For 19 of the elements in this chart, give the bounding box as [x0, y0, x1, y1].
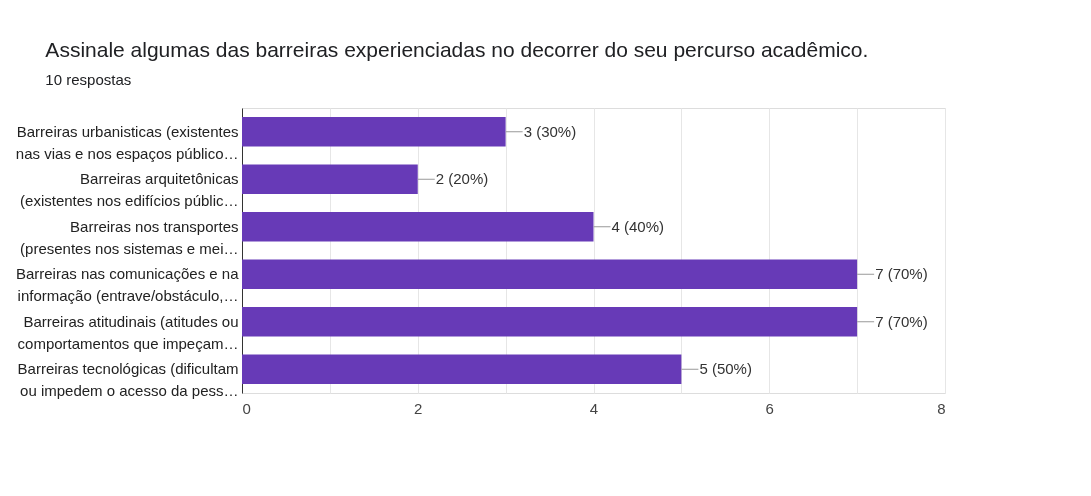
data-label: 5 (50%) — [699, 360, 752, 378]
x-tick-label: 6 — [765, 399, 774, 417]
y-tick-label: Barreiras atitudinais (atitudes ou comportamentos que impeçam… — [17, 312, 239, 352]
y-tick-label: Barreiras tecnológicas (dificultam ou impedem o acesso da pess… — [17, 360, 239, 400]
y-tick-label: Barreiras nos transportes (presentes nos sistemas e mei… — [20, 217, 239, 257]
y-tick-label: Barreiras nas comunicações e na informação (entrave/obstáculo,… — [15, 265, 240, 305]
x-tick-label: 8 — [937, 399, 946, 417]
y-tick-label: Barreiras arquitetônicas (existentes nos edifícios públic… — [20, 170, 239, 210]
x-tick-label: 2 — [414, 399, 423, 417]
data-label: 2 (20%) — [435, 170, 489, 188]
data-label: 7 (70%) — [875, 265, 928, 283]
data-label: 3 (30%) — [523, 122, 577, 140]
data-label: 7 (70%) — [875, 312, 928, 330]
data-label: 4 (40%) — [611, 217, 665, 235]
chart-title: Assinale algumas das barreiras experienciadas no decorrer do seu percurso acadêmico. — [45, 38, 869, 61]
x-tick-label: 0 — [242, 399, 251, 417]
x-tick-label: 4 — [589, 399, 599, 417]
y-tick-label: Barreiras urbanisticas (existentes nas vias e nos espaços público… — [15, 122, 239, 162]
text: 10 respostas — [45, 71, 132, 88]
